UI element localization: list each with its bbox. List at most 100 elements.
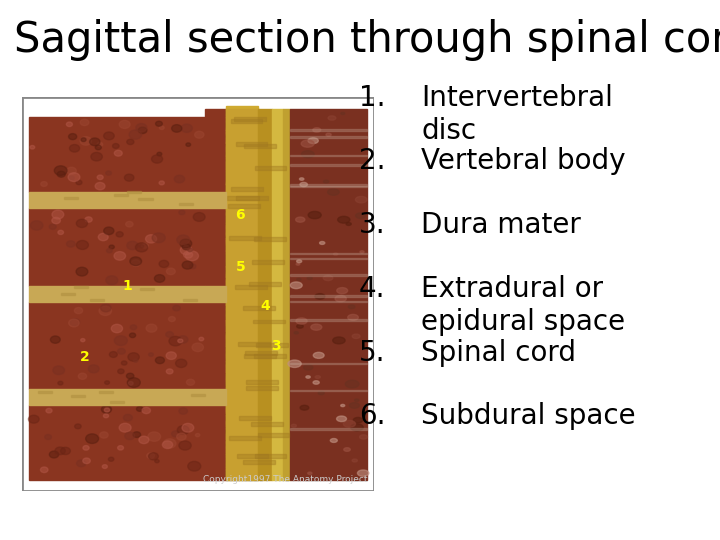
Bar (226, 464, 258, 467)
Bar (226, 293, 258, 295)
Ellipse shape (156, 357, 164, 363)
Ellipse shape (83, 446, 89, 450)
Bar (226, 316, 258, 320)
Bar (226, 411, 258, 414)
Ellipse shape (159, 126, 164, 130)
Ellipse shape (139, 436, 149, 444)
Bar (226, 289, 258, 292)
Bar (226, 298, 258, 301)
Bar (226, 393, 258, 396)
Bar (226, 255, 258, 258)
Bar (226, 386, 258, 388)
Ellipse shape (68, 133, 77, 140)
Ellipse shape (343, 421, 356, 427)
Ellipse shape (68, 173, 80, 181)
Text: Sagittal section through spinal cord: Sagittal section through spinal cord (14, 19, 720, 61)
Bar (226, 369, 258, 372)
Ellipse shape (104, 414, 109, 418)
Ellipse shape (192, 343, 204, 352)
Bar (289, 363, 367, 364)
Ellipse shape (66, 241, 75, 247)
Bar (61, 293, 76, 295)
Bar (226, 365, 258, 368)
Ellipse shape (357, 470, 369, 476)
Bar (238, 342, 270, 346)
Bar (226, 391, 258, 394)
Bar (229, 436, 261, 440)
Ellipse shape (137, 407, 143, 411)
Bar (226, 389, 258, 392)
Bar (226, 121, 258, 124)
Ellipse shape (60, 447, 71, 455)
Bar (226, 441, 258, 444)
Ellipse shape (185, 251, 199, 261)
Ellipse shape (354, 399, 359, 401)
Bar (226, 262, 258, 266)
Text: Extradural or
epidural space: Extradural or epidural space (421, 275, 626, 336)
Bar (205, 109, 226, 480)
Ellipse shape (176, 359, 186, 368)
Ellipse shape (341, 404, 345, 407)
Bar (289, 319, 367, 321)
Ellipse shape (81, 138, 86, 141)
Bar (226, 324, 258, 327)
Bar (226, 330, 258, 333)
Bar (226, 220, 258, 222)
Ellipse shape (91, 152, 102, 161)
Text: Dura mater: Dura mater (421, 211, 581, 239)
Bar (283, 109, 289, 480)
Text: 2.: 2. (359, 147, 385, 176)
Ellipse shape (68, 319, 79, 327)
Bar (244, 144, 276, 148)
Ellipse shape (104, 381, 109, 384)
Bar (255, 455, 287, 458)
Bar (226, 415, 258, 418)
Text: 3: 3 (271, 339, 280, 353)
Bar (289, 165, 367, 166)
Ellipse shape (152, 233, 166, 242)
Ellipse shape (52, 217, 60, 224)
Bar (226, 160, 258, 163)
Ellipse shape (95, 183, 105, 190)
Bar (226, 237, 258, 239)
Bar (226, 239, 258, 241)
Bar (226, 309, 258, 312)
Bar (226, 423, 258, 426)
Ellipse shape (138, 127, 147, 133)
Ellipse shape (307, 472, 312, 475)
Ellipse shape (351, 424, 364, 431)
Bar (226, 319, 258, 321)
Bar (226, 224, 258, 226)
Ellipse shape (181, 124, 192, 132)
Ellipse shape (128, 382, 133, 385)
Ellipse shape (133, 359, 138, 362)
Ellipse shape (177, 235, 189, 245)
Bar (226, 408, 258, 411)
Bar (138, 198, 153, 200)
Bar (226, 183, 258, 185)
Bar (243, 460, 275, 463)
Bar (226, 151, 258, 154)
Bar (289, 136, 367, 138)
Bar (226, 192, 258, 195)
Text: 6: 6 (235, 208, 245, 222)
Ellipse shape (76, 240, 89, 249)
Bar (226, 451, 258, 454)
Ellipse shape (300, 406, 309, 410)
Bar (226, 170, 258, 172)
Ellipse shape (46, 408, 52, 413)
Bar (226, 370, 258, 374)
Bar (226, 404, 258, 407)
Bar (289, 389, 367, 391)
Bar (226, 300, 258, 303)
Ellipse shape (53, 366, 65, 375)
Ellipse shape (296, 318, 307, 324)
Bar (289, 295, 367, 297)
Ellipse shape (107, 248, 112, 253)
Bar (226, 352, 258, 355)
Bar (226, 225, 258, 228)
Bar (226, 106, 258, 109)
Ellipse shape (294, 332, 298, 334)
Ellipse shape (50, 336, 60, 343)
Ellipse shape (106, 171, 112, 175)
